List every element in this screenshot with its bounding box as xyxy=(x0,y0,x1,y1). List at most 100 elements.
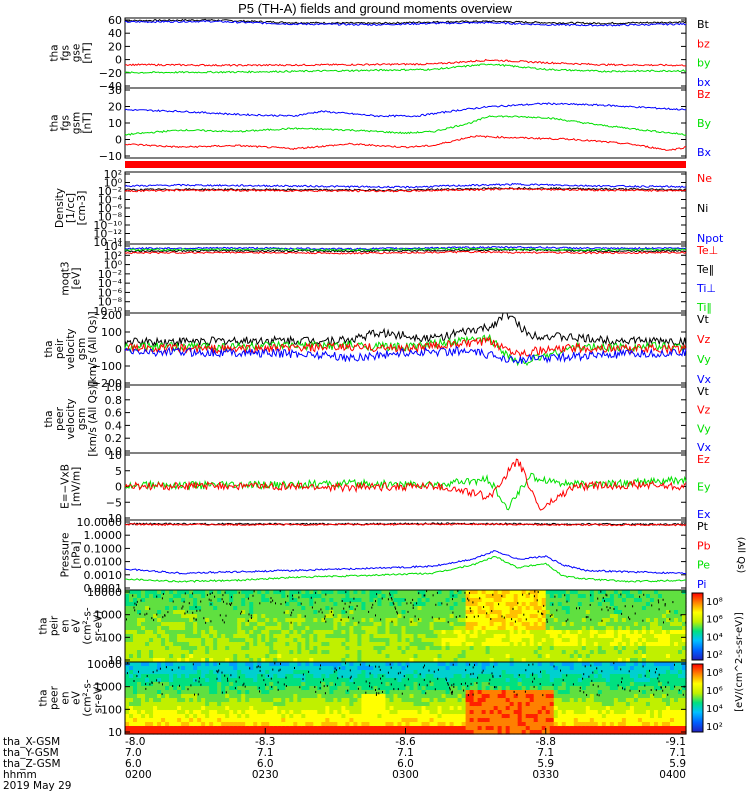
spectrogram-cell xyxy=(369,614,375,619)
spectrogram-cell xyxy=(241,626,246,631)
spectrogram-cell xyxy=(477,610,483,615)
spectrogram-cell xyxy=(297,694,302,699)
spectrogram-cell xyxy=(453,702,459,707)
spectrogram-cell xyxy=(185,650,190,655)
spectrogram-cell xyxy=(317,594,322,599)
spectrogram-cell xyxy=(337,618,342,623)
spectrogram-cell xyxy=(409,642,415,647)
spectrogram-cell xyxy=(233,714,238,719)
spectrogram-cell xyxy=(193,654,198,659)
spectrogram-cell xyxy=(241,610,246,615)
spectrogram-cell xyxy=(217,610,222,615)
spectrogram-cell xyxy=(301,658,306,663)
noise-speck xyxy=(418,592,420,595)
spectrogram-cell xyxy=(521,622,527,627)
y-tick-label: 10 xyxy=(108,449,122,462)
spectrogram-cell xyxy=(477,618,483,623)
spectrogram-cell xyxy=(381,690,387,695)
spectrogram-cell xyxy=(261,722,266,727)
spectrogram-cell xyxy=(165,594,170,599)
spectrogram-cell xyxy=(413,678,419,683)
spectrogram-cell xyxy=(453,594,459,599)
spectrogram-cell xyxy=(553,658,559,663)
spectrogram-cell xyxy=(489,658,495,663)
spectrogram-cell xyxy=(541,690,547,695)
spectrogram-cell xyxy=(233,674,238,679)
spectrogram-cell xyxy=(541,646,547,651)
spectrogram-cell xyxy=(521,654,527,659)
spectrogram-cell xyxy=(277,678,282,683)
spectrogram-cell xyxy=(225,718,230,723)
spectrogram-cell xyxy=(525,658,531,663)
spectrogram-cell xyxy=(289,614,294,619)
spectrogram-cell xyxy=(645,598,651,603)
spectrogram-cell xyxy=(125,602,130,607)
spectrogram-cell xyxy=(281,610,286,615)
spectrogram-cell xyxy=(189,630,194,635)
spectrogram-cell xyxy=(137,618,142,623)
spectrogram-cell xyxy=(349,654,355,659)
spectrogram-cell xyxy=(389,614,395,619)
spectrogram-cell xyxy=(513,646,519,651)
spectrogram-cell xyxy=(361,642,367,647)
spectrogram-cell xyxy=(257,666,262,671)
spectrogram-cell xyxy=(129,614,134,619)
spectrogram-cell xyxy=(553,650,559,655)
spectrogram-cell xyxy=(177,690,182,695)
spectrogram-cell xyxy=(225,682,230,687)
spectrogram-cell xyxy=(221,602,226,607)
spectrogram-cell xyxy=(161,698,166,703)
spectrogram-cell xyxy=(137,662,142,667)
spectrogram-cell xyxy=(245,598,250,603)
spectrogram-cell xyxy=(129,642,134,647)
noise-speck xyxy=(412,604,414,607)
spectrogram-cell xyxy=(205,598,210,603)
spectrogram-cell xyxy=(153,638,158,643)
spectrogram-cell xyxy=(357,614,363,619)
noise-speck xyxy=(247,619,249,622)
spectrogram-cell xyxy=(549,638,555,643)
spectrogram-cell xyxy=(321,642,326,647)
spectrogram-cell xyxy=(629,642,635,647)
spectrogram-cell xyxy=(321,670,326,675)
spectrogram-cell xyxy=(501,726,507,731)
spectrogram-cell xyxy=(337,670,342,675)
spectrogram-cell xyxy=(221,722,226,727)
spectrogram-cell xyxy=(137,726,142,731)
spectrogram-cell xyxy=(513,614,519,619)
spectrogram-cell xyxy=(433,698,439,703)
spectrogram-cell xyxy=(485,678,491,683)
spectrogram-cell xyxy=(225,666,230,671)
spectrogram-cell xyxy=(585,654,591,659)
spectrogram-cell xyxy=(233,702,238,707)
spectrogram-cell xyxy=(593,622,599,627)
spectrogram-cell xyxy=(477,686,483,691)
spectrogram-cell xyxy=(293,590,298,595)
spectrogram-cell xyxy=(329,670,334,675)
spectrogram-cell xyxy=(437,690,443,695)
spectrogram-cell xyxy=(605,638,611,643)
spectrogram-cell xyxy=(429,726,435,731)
spectrogram-cell xyxy=(213,682,218,687)
spectrogram-cell xyxy=(209,710,214,715)
noise-speck xyxy=(680,614,682,617)
spectrogram-cell xyxy=(293,682,298,687)
spectrogram-cell xyxy=(389,658,395,663)
spectrogram-cell xyxy=(433,654,439,659)
spectrogram-cell xyxy=(209,646,214,651)
spectrogram-cell xyxy=(173,670,178,675)
spectrogram-cell xyxy=(305,654,310,659)
spectrogram-cell xyxy=(205,626,210,631)
spectrogram-cell xyxy=(449,670,455,675)
spectrogram-cell xyxy=(425,662,431,667)
noise-speck xyxy=(275,602,276,605)
spectrogram-cell xyxy=(577,610,583,615)
spectrogram-cell xyxy=(305,702,310,707)
spectrogram-cell xyxy=(245,626,250,631)
spectrogram-cell xyxy=(385,706,391,711)
spectrogram-cell xyxy=(517,686,523,691)
spectrogram-cell xyxy=(361,606,367,611)
spectrogram-cell xyxy=(145,642,150,647)
spectrogram-cell xyxy=(321,714,326,719)
spectrogram-cell xyxy=(217,726,222,731)
